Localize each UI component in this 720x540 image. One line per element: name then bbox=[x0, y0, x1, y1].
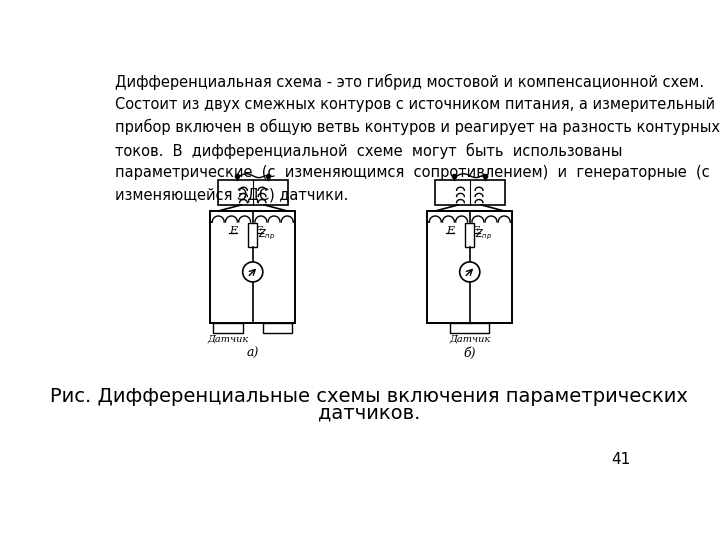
Bar bbox=[451, 323, 489, 333]
Text: Датчик: Датчик bbox=[207, 334, 248, 343]
Text: E: E bbox=[229, 226, 237, 237]
Text: б): б) bbox=[464, 347, 476, 360]
Text: $Z_{пр}$: $Z_{пр}$ bbox=[258, 228, 276, 242]
Bar bbox=[210, 211, 295, 323]
Text: Датчик: Датчик bbox=[449, 334, 490, 343]
Circle shape bbox=[243, 262, 263, 282]
Bar bbox=[218, 180, 287, 205]
Bar bbox=[427, 211, 513, 323]
Text: $Z_{пр}$: $Z_{пр}$ bbox=[475, 228, 492, 242]
Bar bbox=[213, 323, 243, 333]
Text: E: E bbox=[255, 226, 263, 237]
Text: 41: 41 bbox=[612, 452, 631, 467]
Bar bbox=[263, 323, 292, 333]
Text: датчиков.: датчиков. bbox=[318, 403, 420, 423]
Text: а): а) bbox=[246, 347, 259, 360]
Text: Рис. Дифференциальные схемы включения параметрических: Рис. Дифференциальные схемы включения па… bbox=[50, 387, 688, 406]
Circle shape bbox=[459, 262, 480, 282]
Bar bbox=[435, 180, 505, 205]
Text: E: E bbox=[472, 226, 480, 237]
Text: Дифференциальная схема - это гибрид мостовой и компенсационной схем.
Состоит из : Дифференциальная схема - это гибрид мост… bbox=[114, 74, 720, 202]
Bar bbox=[465, 224, 474, 247]
Bar bbox=[248, 224, 258, 247]
Text: E: E bbox=[446, 226, 454, 237]
